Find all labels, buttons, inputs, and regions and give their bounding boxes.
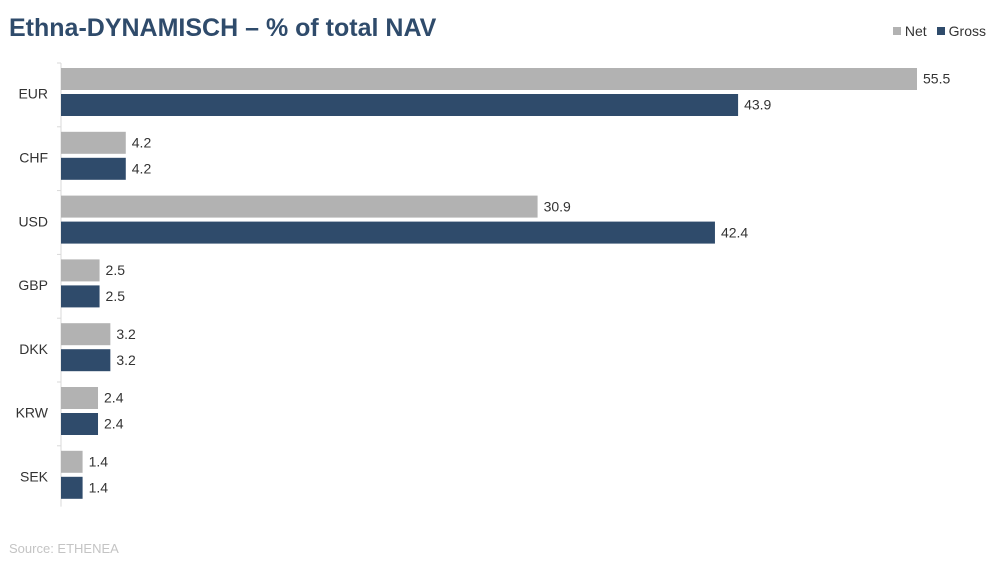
legend-item-net: Net [892,23,927,39]
bar-net-eur [61,68,917,90]
data-label-gross-eur: 43.9 [744,97,771,113]
data-label-net-krw: 2.4 [104,390,124,406]
data-label-net-dkk: 3.2 [116,326,136,342]
bar-gross-gbp [61,285,100,308]
data-label-net-sek: 1.4 [89,454,109,470]
data-label-net-gbp: 2.5 [106,262,126,278]
legend-label-gross: Gross [948,23,986,39]
category-label-chf: CHF [19,150,48,166]
bar-net-chf [61,131,126,154]
bar-net-dkk [61,323,111,346]
data-label-net-usd: 30.9 [544,198,571,214]
legend-swatch-net [892,27,901,35]
data-label-gross-dkk: 3.2 [116,352,136,368]
legend-swatch-gross [936,27,945,35]
data-label-gross-krw: 2.4 [104,416,124,432]
bar-gross-sek [61,476,83,499]
data-label-net-chf: 4.2 [132,135,152,151]
source-note: Source: ETHENEA [9,541,119,556]
category-label-gbp: GBP [18,277,48,293]
data-label-gross-usd: 42.4 [721,224,748,240]
category-label-dkk: DKK [19,341,48,357]
bar-gross-eur [61,94,739,116]
category-label-krw: KRW [16,405,49,421]
bar-gross-dkk [61,349,111,372]
data-label-gross-sek: 1.4 [89,480,109,496]
bar-gross-krw [61,413,99,435]
bar-net-sek [61,450,83,473]
legend-item-gross: Gross [936,23,986,39]
legend-label-net: Net [904,23,927,39]
data-label-net-eur: 55.5 [923,71,950,87]
category-label-sek: SEK [20,469,49,485]
category-label-eur: EUR [18,86,48,102]
legend: Net Gross [892,23,986,39]
bar-gross-chf [61,157,126,180]
data-label-gross-chf: 4.2 [132,161,152,177]
bar-net-usd [61,195,538,218]
bar-net-krw [61,387,99,409]
bar-gross-usd [61,221,715,244]
data-label-gross-gbp: 2.5 [106,288,126,304]
chart-title: Ethna-DYNAMISCH – % of total NAV [9,14,437,42]
bar-net-gbp [61,259,100,282]
category-label-usd: USD [18,213,48,229]
